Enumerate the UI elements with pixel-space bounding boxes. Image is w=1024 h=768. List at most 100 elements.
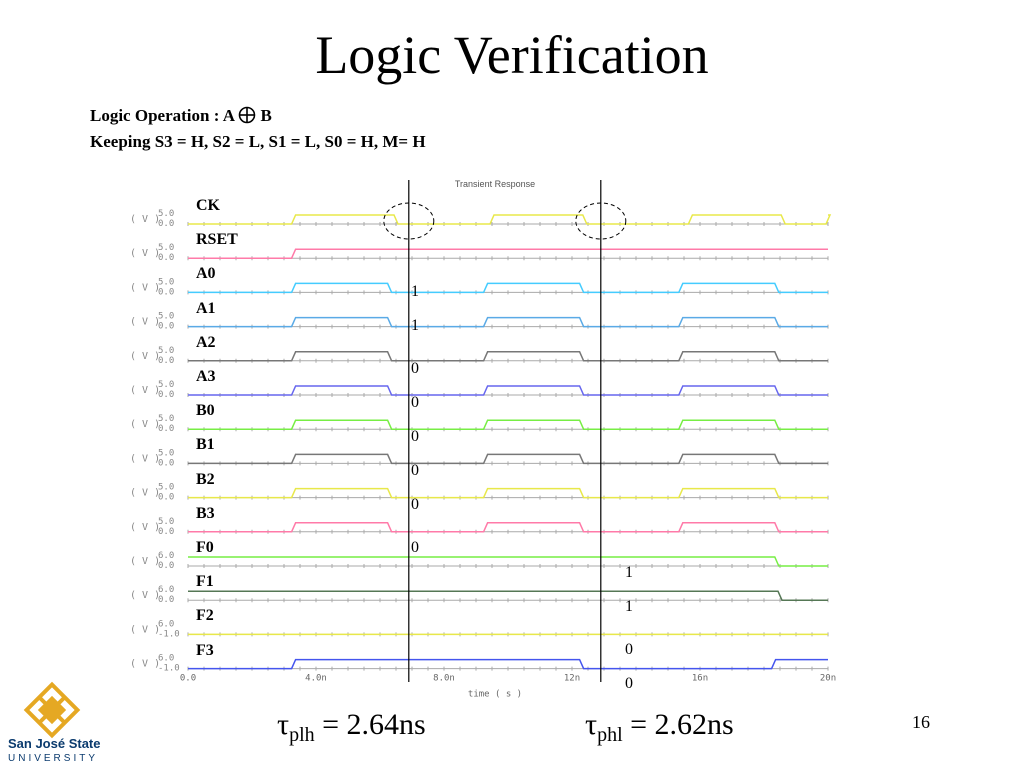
y-top-label: 5.0 — [158, 414, 174, 424]
y-top-label: 5.0 — [158, 380, 174, 390]
keeping-line: Keeping S3 = H, S2 = L, S1 = L, S0 = H, … — [90, 132, 426, 151]
y-bottom-label: 0.0 — [158, 390, 174, 400]
cursor-highlight-ellipse — [575, 202, 627, 240]
y-unit-label: ( V ) — [130, 214, 160, 225]
bit-annotation-left: 0 — [411, 496, 419, 513]
y-unit-label: ( V ) — [130, 624, 160, 635]
bit-annotation-left: 0 — [411, 394, 419, 411]
y-bottom-label: 0.0 — [158, 356, 174, 366]
signal-label-f1: F1 — [196, 573, 214, 591]
x-axis-label: time ( s ) — [468, 690, 522, 700]
x-tick-label: 8.0n — [433, 674, 455, 684]
x-tick-label: 16n — [692, 674, 708, 684]
operation-label: Logic Operation — [90, 106, 210, 125]
y-bottom-label: 0.0 — [158, 322, 174, 332]
signal-label-rset: RSET — [196, 231, 238, 249]
tau-phl: τphl = 2.62ns — [585, 708, 734, 746]
operation-line: Logic Operation : A B — [90, 106, 272, 126]
y-bottom-label: 0.0 — [158, 561, 174, 571]
waveform-a3 — [188, 385, 828, 396]
waveform-ck — [188, 214, 832, 225]
y-bottom-label: 0.0 — [158, 527, 174, 537]
signal-label-b3: B3 — [196, 504, 215, 522]
waveform-b0 — [188, 419, 828, 430]
tau-plh: τplh = 2.64ns — [277, 708, 426, 746]
xor-icon — [238, 106, 256, 124]
bit-annotation-right: 1 — [625, 564, 633, 581]
bit-annotation-left: 0 — [411, 539, 419, 556]
y-top-label: 5.0 — [158, 209, 174, 219]
x-tick-label: 0.0 — [180, 674, 196, 684]
y-top-label: 5.0 — [158, 517, 174, 527]
y-top-label: 5.0 — [158, 346, 174, 356]
y-top-label: 5.0 — [158, 243, 174, 253]
y-top-label: 6.0 — [158, 551, 174, 561]
signal-label-b2: B2 — [196, 470, 215, 488]
signal-label-ck: CK — [196, 197, 220, 214]
y-unit-label: ( V ) — [130, 453, 160, 464]
waveform-rset — [188, 248, 828, 259]
y-top-label: 5.0 — [158, 277, 174, 287]
waveform-a0 — [188, 282, 828, 294]
bit-annotation-right: 1 — [625, 598, 633, 615]
y-top-label: 6.0 — [158, 619, 174, 629]
signal-label-f0: F0 — [196, 539, 214, 556]
signal-label-f3: F3 — [196, 641, 214, 659]
y-bottom-label: -1.0 — [158, 664, 180, 674]
y-unit-label: ( V ) — [130, 282, 160, 293]
waveform-f1 — [188, 590, 828, 601]
x-tick-label: 4.0n — [305, 674, 327, 684]
logo-name: San José State — [8, 736, 101, 751]
x-tick-label: 12n — [564, 674, 580, 684]
y-bottom-label: 0.0 — [158, 287, 174, 297]
y-top-label: 5.0 — [158, 448, 174, 458]
sjsu-logo-icon — [23, 681, 81, 739]
logo-university: UNIVERSITY — [8, 753, 99, 764]
y-bottom-label: 0.0 — [158, 253, 174, 263]
chart-title: Transient Response — [455, 179, 535, 189]
signal-label-a2: A2 — [196, 333, 216, 351]
x-tick-label: 20n — [820, 674, 836, 684]
bit-annotation-left: 0 — [411, 462, 419, 479]
y-unit-label: ( V ) — [130, 248, 160, 259]
waveform-a2 — [188, 351, 828, 362]
y-unit-label: ( V ) — [130, 590, 160, 601]
y-top-label: 5.0 — [158, 312, 174, 322]
y-unit-label: ( V ) — [130, 659, 160, 670]
signal-label-b0: B0 — [196, 402, 215, 420]
bit-annotation-right: 0 — [625, 675, 633, 692]
y-unit-label: ( V ) — [130, 419, 160, 430]
y-top-label: 5.0 — [158, 483, 174, 493]
y-unit-label: ( V ) — [130, 556, 160, 567]
y-bottom-label: 0.0 — [158, 458, 174, 468]
signal-label-f2: F2 — [196, 607, 214, 625]
y-unit-label: ( V ) — [130, 488, 160, 499]
signal-label-b1: B1 — [196, 436, 215, 454]
y-unit-label: ( V ) — [130, 351, 160, 362]
operation-b: B — [260, 106, 272, 125]
waveform-b1 — [188, 453, 828, 465]
y-top-label: 6.0 — [158, 654, 174, 664]
waveform-b3 — [188, 522, 828, 533]
bit-annotation-left: 0 — [411, 428, 419, 445]
y-bottom-label: 0.0 — [158, 493, 174, 503]
cursor-highlight-ellipse — [383, 202, 435, 240]
bit-annotation-left: 1 — [411, 317, 419, 334]
y-bottom-label: 0.0 — [158, 219, 174, 229]
signal-label-a1: A1 — [196, 299, 216, 317]
page-number: 16 — [912, 712, 930, 732]
slide-title: Logic Verification — [315, 25, 709, 85]
waveform-f3 — [188, 658, 828, 670]
waveform-f0 — [188, 556, 828, 567]
operation-a: : A — [213, 106, 235, 125]
bit-annotation-right: 0 — [625, 641, 633, 658]
y-unit-label: ( V ) — [130, 385, 160, 396]
y-unit-label: ( V ) — [130, 522, 160, 533]
bit-annotation-left: 1 — [411, 283, 419, 300]
bit-annotation-left: 0 — [411, 360, 419, 377]
y-unit-label: ( V ) — [130, 317, 160, 328]
y-bottom-label: -1.0 — [158, 629, 180, 639]
y-top-label: 6.0 — [158, 585, 174, 595]
waveform-b2 — [188, 487, 828, 499]
